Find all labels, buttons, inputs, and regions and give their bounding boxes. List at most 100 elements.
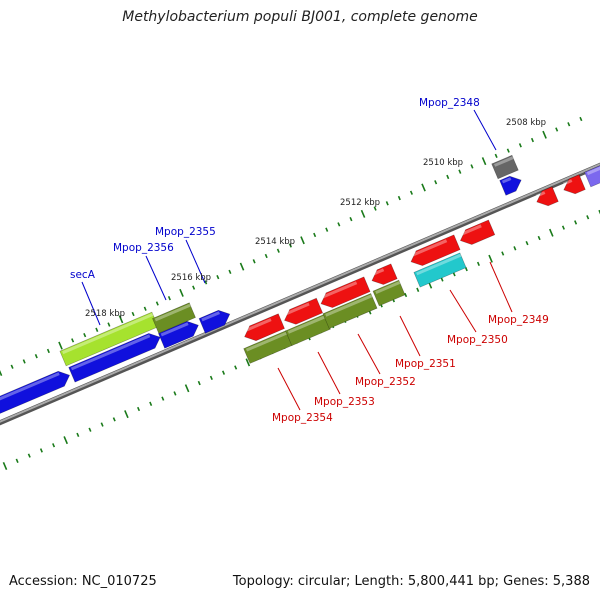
gene-arrow-gray [491, 154, 519, 180]
outer-tick [325, 227, 329, 232]
leader-line [449, 289, 477, 333]
gene-label-reverse: Mpop_2350 [447, 334, 508, 346]
inner-tick [452, 272, 456, 277]
inner-tick [149, 401, 153, 406]
inner-tick [112, 417, 116, 422]
inner-tick [574, 220, 578, 225]
outer-tick [360, 209, 366, 218]
outer-tick [421, 183, 426, 192]
inner-tick [222, 370, 226, 375]
gene-arrow-blue-shade [0, 372, 60, 401]
leader-line [81, 281, 101, 326]
gene-arrow-red-shade [243, 318, 272, 333]
outer-tick [313, 232, 317, 238]
inner-tick [561, 225, 565, 230]
outer-tick [458, 169, 462, 174]
gene-arrow-red [410, 234, 461, 266]
gene-arrow-blue-shade [201, 311, 220, 322]
outer-tick [409, 190, 413, 195]
outer-tick [542, 130, 547, 139]
gene-features [0, 154, 600, 414]
gene-label-reverse: Mpop_2352 [355, 376, 416, 388]
outer-tick [494, 153, 498, 159]
inner-tick [184, 384, 190, 393]
outer-tick [300, 236, 305, 245]
gene-arrow-blue-shade [160, 322, 189, 337]
kbp-label: 2508 kbp [506, 118, 546, 128]
gene-arrow-blue [68, 333, 161, 383]
inner-tick [416, 287, 420, 292]
outer-tick [131, 311, 135, 317]
inner-tick [537, 235, 541, 241]
genome-summary-text: Topology: circular; Length: 5,800,441 bp… [232, 574, 590, 589]
outer-tick [397, 195, 401, 201]
leader-line [277, 367, 301, 411]
gene-arrow-olive [372, 279, 406, 307]
gene-label-forward: Mpop_2348 [419, 97, 480, 109]
outer-tick [118, 315, 124, 324]
outer-tick [252, 259, 256, 264]
outer-tick [555, 127, 559, 132]
gene-label-reverse: Mpop_2353 [314, 396, 375, 408]
outer-tick [34, 354, 38, 359]
gene-arrow-red [284, 297, 323, 325]
inner-tick [88, 427, 92, 432]
accession-text: Accession: NC_010725 [9, 574, 157, 589]
gene-arrow-olive-shade [287, 315, 326, 334]
inner-tick [2, 462, 8, 470]
outer-tick [167, 296, 171, 301]
gene-arrow-red-shade [283, 302, 310, 316]
outer-tick [46, 348, 50, 354]
genome-backbone [0, 162, 600, 426]
outer-tick [22, 359, 26, 364]
outer-tick [446, 174, 450, 180]
outer-tick [276, 248, 280, 253]
leader-line [317, 351, 341, 395]
outer-tick [385, 201, 389, 206]
outer-tick [530, 137, 534, 143]
gene-arrow-blue [198, 309, 231, 334]
inner-tick [404, 292, 408, 298]
outer-tick [264, 253, 268, 259]
gene-arrow-red [563, 174, 586, 195]
kbp-label: 2510 kbp [423, 158, 463, 168]
inner-tick [501, 251, 505, 256]
gene-label-forward: Mpop_2355 [155, 226, 216, 238]
gene-arrow-blue-shade [70, 334, 151, 371]
gene-arrow-red [320, 276, 371, 308]
inner-tick [586, 215, 590, 220]
outer-tick [349, 216, 353, 222]
inner-tick [76, 432, 80, 438]
inner-tick [173, 391, 177, 396]
outer-tick [239, 262, 245, 271]
leader-line [357, 333, 381, 375]
gene-arrow-olive [322, 293, 378, 329]
gene-arrow-red-shade [535, 191, 546, 198]
gene-label-forward: secA [70, 269, 96, 281]
kbp-label: 2514 kbp [255, 237, 295, 247]
inner-tick [100, 422, 104, 427]
inner-tick [27, 453, 31, 458]
outer-tick [179, 288, 184, 297]
gene-arrow-red-shade [459, 224, 482, 237]
inner-tick [197, 380, 201, 386]
gene-arrow-red-shade [371, 268, 385, 277]
leader-line [399, 315, 421, 357]
gene-arrow-red [459, 219, 496, 245]
outer-tick [337, 222, 341, 227]
outer-tick [567, 122, 571, 127]
inner-tick [476, 261, 480, 267]
inner-tick [245, 358, 251, 367]
outer-tick [216, 274, 220, 280]
outer-tick [58, 341, 63, 350]
outer-tick [373, 206, 377, 211]
gene-label-reverse: Mpop_2349 [488, 314, 549, 326]
outer-tick [10, 364, 14, 369]
inner-tick [464, 266, 468, 272]
outer-tick [470, 164, 474, 169]
inner-tick [161, 396, 165, 401]
inner-tick [63, 436, 69, 445]
outer-tick [228, 269, 232, 274]
inner-tick [234, 365, 238, 370]
